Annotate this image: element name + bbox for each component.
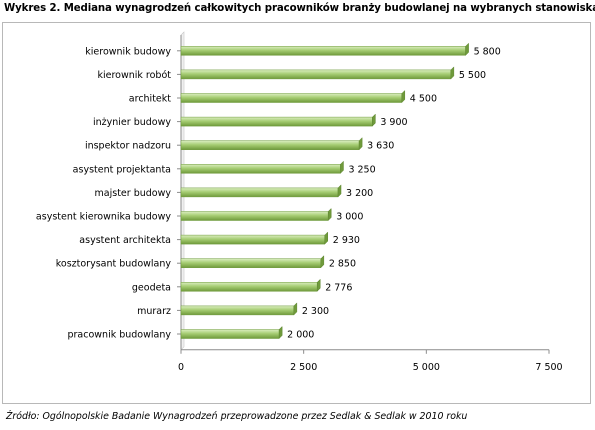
value-label: 5 800: [474, 46, 501, 57]
value-label: 2 930: [333, 235, 360, 246]
x-tick-label: 0: [178, 362, 184, 373]
bar-end: [278, 325, 283, 340]
value-label: 2 300: [302, 306, 329, 317]
category-label: asystent projektanta: [73, 164, 171, 175]
value-label: 3 630: [367, 141, 394, 152]
bar: [180, 46, 466, 56]
bar-end: [340, 160, 344, 174]
value-label: 5 500: [459, 70, 486, 81]
bar-end: [372, 113, 376, 127]
bar-end: [337, 184, 342, 198]
chart-title: Wykres 2. Mediana wynagrodzeń całkowityc…: [4, 3, 595, 14]
bar-end: [327, 207, 332, 222]
bar-end: [316, 278, 321, 292]
value-label: 3 200: [346, 188, 373, 199]
x-tick-label: 5 000: [413, 362, 440, 373]
bar: [180, 258, 322, 268]
category-label: inżynier budowy: [93, 117, 171, 128]
bar: [180, 187, 339, 198]
category-label: majster budowy: [95, 188, 172, 199]
bar-end: [293, 302, 298, 316]
bar: [180, 211, 329, 221]
category-label: asystent architekta: [79, 235, 171, 246]
value-label: 3 900: [380, 117, 407, 128]
x-tick-label: 7 500: [535, 362, 562, 373]
chart-frame: 0 2 500 5 000 7 500 kierownik budowy 5 800 kie…: [2, 22, 591, 404]
bar-end: [465, 42, 469, 56]
category-label: asystent kierownika budowy: [36, 212, 171, 223]
bar: [180, 69, 452, 80]
value-label: 3 250: [348, 164, 375, 175]
bar: [180, 305, 295, 316]
bar: [180, 329, 280, 339]
x-tick-label: 2 500: [290, 362, 317, 373]
category-label: pracownik budowlany: [67, 330, 171, 341]
bar: [180, 282, 318, 292]
category-label: kierownik budowy: [85, 46, 171, 57]
value-label: 2 850: [329, 259, 356, 270]
value-label: 4 500: [410, 94, 437, 105]
bar-end: [320, 255, 325, 269]
category-label: geodeta: [132, 282, 171, 293]
category-label: kierownik robót: [97, 70, 171, 81]
category-label: architekt: [129, 94, 171, 105]
value-label: 3 000: [336, 212, 363, 223]
category-label: murarz: [137, 306, 171, 317]
bar: [180, 116, 373, 127]
category-label: kosztorysant budowlany: [56, 259, 172, 270]
bar: [180, 164, 341, 174]
bar-chart: 0 2 500 5 000 7 500 kierownik budowy 5 800 kie…: [36, 31, 563, 373]
bar-end: [450, 66, 455, 80]
value-label: 2 776: [325, 282, 352, 293]
bar: [180, 140, 360, 150]
bar-end: [401, 89, 406, 104]
source-note: Źródło: Ogólnopolskie Badanie Wynagrodze…: [6, 411, 468, 422]
bar-end: [358, 137, 363, 151]
bar: [180, 234, 326, 245]
value-label: 2 000: [287, 330, 314, 341]
bar-end: [324, 231, 329, 245]
bar: [180, 93, 403, 103]
category-label: inspektor nadzoru: [85, 141, 171, 152]
